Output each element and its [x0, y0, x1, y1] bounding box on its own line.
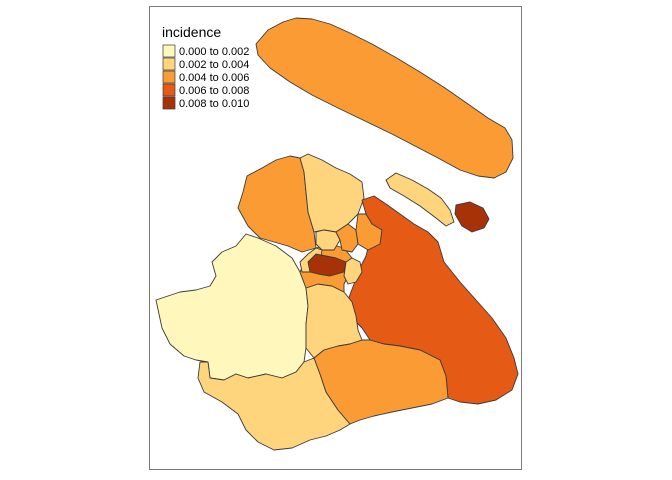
legend-label: 0.002 to 0.004	[179, 59, 249, 71]
legend-swatch	[162, 57, 176, 71]
region-hongkou	[335, 223, 359, 253]
region-fengxian	[313, 339, 449, 425]
legend-swatch	[162, 70, 176, 84]
legend-swatch	[162, 83, 176, 97]
region-baoshan	[299, 153, 365, 233]
legend-swatch	[162, 96, 176, 110]
region-yangpu	[355, 213, 383, 251]
legend-item-0: 0.000 to 0.002	[162, 44, 249, 58]
legend-title: incidence	[162, 24, 221, 40]
region-xuhui	[343, 257, 363, 285]
legend: incidence 0.000 to 0.002 0.002 to 0.004 …	[162, 24, 249, 110]
legend-label: 0.008 to 0.010	[179, 98, 249, 110]
region-putuo	[315, 229, 341, 251]
legend-item-3: 0.006 to 0.008	[162, 83, 249, 97]
legend-item-4: 0.008 to 0.010	[162, 96, 249, 110]
legend-label: 0.000 to 0.002	[179, 46, 249, 58]
legend-swatch	[162, 44, 176, 58]
legend-label: 0.006 to 0.008	[179, 85, 249, 97]
region-hengsha	[454, 201, 490, 233]
region-chongming	[255, 17, 514, 179]
region-changxing	[385, 172, 455, 227]
legend-item-2: 0.004 to 0.006	[162, 70, 249, 84]
legend-item-1: 0.002 to 0.004	[162, 57, 249, 71]
legend-label: 0.004 to 0.006	[179, 72, 249, 84]
